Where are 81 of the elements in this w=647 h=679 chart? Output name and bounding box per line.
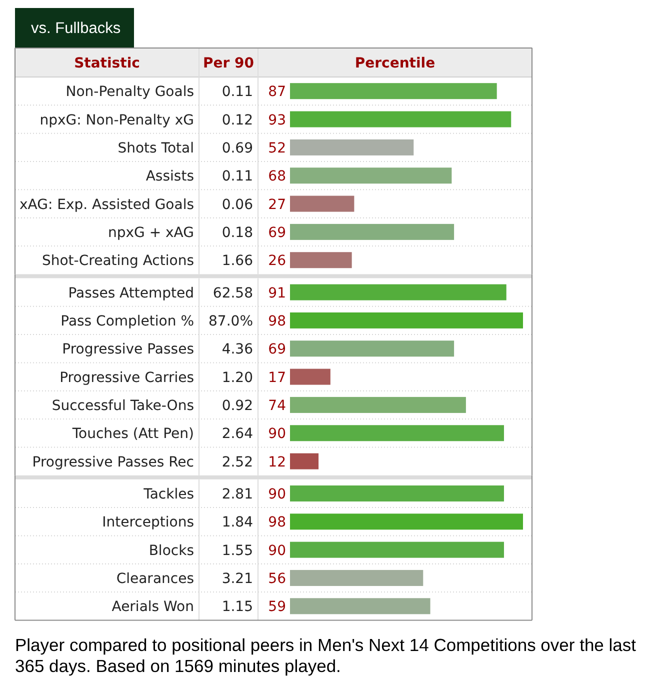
data-label: 90 xyxy=(268,542,286,559)
y2-tick-label: 1.66 xyxy=(222,253,254,270)
bar xyxy=(290,542,504,558)
y-tick-label: Shot-Creating Actions xyxy=(42,253,194,270)
y2-tick-label: 0.18 xyxy=(222,224,253,241)
y-tick-label: npxG + xAG xyxy=(108,224,194,241)
y-tick-label: Non-Penalty Goals xyxy=(66,84,194,100)
y-tick-label: Pass Completion % xyxy=(60,313,194,330)
bar xyxy=(290,485,504,502)
data-label: 87 xyxy=(268,84,286,100)
y2-tick-label: 3.21 xyxy=(222,570,253,587)
y-tick-label: xAG: Exp. Assisted Goals xyxy=(19,196,194,213)
y-tick-label: Clearances xyxy=(116,570,194,587)
bar xyxy=(290,139,414,156)
data-label: 69 xyxy=(268,224,286,241)
y-axis-title: Statistic xyxy=(74,56,140,72)
y2-tick-label: 1.20 xyxy=(222,370,253,386)
bar xyxy=(290,312,523,328)
y-tick-label: Assists xyxy=(146,168,194,185)
data-label: 91 xyxy=(268,285,286,302)
text: vs. Fullbacks xyxy=(31,20,121,37)
y2-tick-label: 4.36 xyxy=(222,342,254,358)
y-tick-label: Progressive Passes Rec xyxy=(32,454,194,470)
y-tick-label: Touches (Att Pen) xyxy=(71,426,194,442)
y-tick-label: Blocks xyxy=(148,542,194,559)
y2-tick-label: 1.55 xyxy=(222,542,253,559)
y2-tick-label: 2.52 xyxy=(222,454,253,470)
data-label: 93 xyxy=(268,112,286,128)
bar xyxy=(290,396,466,413)
y2-tick-label: 0.11 xyxy=(222,84,253,100)
bar xyxy=(290,453,319,470)
data-label: 56 xyxy=(268,570,286,587)
y2-tick-label: 0.69 xyxy=(222,140,253,156)
y2-tick-label: 62.58 xyxy=(212,285,253,302)
data-label: 12 xyxy=(268,454,286,470)
y-tick-label: Passes Attempted xyxy=(68,285,194,302)
data-label: 17 xyxy=(268,370,286,386)
y-tick-label: Successful Take-Ons xyxy=(52,398,194,414)
bar xyxy=(290,598,430,614)
y-tick-label: Progressive Carries xyxy=(60,370,194,386)
y2-tick-label: 2.64 xyxy=(222,426,254,442)
y2-tick-label: 0.12 xyxy=(222,112,253,128)
y2-tick-label: 2.81 xyxy=(222,486,253,502)
bar xyxy=(290,196,354,212)
y2-tick-label: 0.06 xyxy=(222,196,254,213)
data-label: 90 xyxy=(268,486,286,502)
y-tick-label: Tackles xyxy=(142,486,194,502)
y-tick-label: Interceptions xyxy=(102,514,194,531)
data-label: 90 xyxy=(268,426,286,442)
y-tick-label: npxG: Non-Penalty xG xyxy=(40,112,194,128)
y2-tick-label: 0.92 xyxy=(222,398,253,414)
data-label: 98 xyxy=(268,514,286,531)
bar xyxy=(290,111,512,128)
data-label: 59 xyxy=(268,599,286,616)
y2-tick-label: 0.11 xyxy=(222,168,253,185)
bar xyxy=(290,425,504,442)
bar xyxy=(290,168,452,184)
y2-tick-label: 87.0% xyxy=(208,313,253,330)
data-label: 26 xyxy=(268,253,286,270)
bar xyxy=(290,368,330,385)
y-tick-label: Shots Total xyxy=(118,140,194,156)
bar xyxy=(290,570,424,586)
bar xyxy=(290,340,454,357)
y-tick-label: Aerials Won xyxy=(112,599,194,616)
bar xyxy=(290,514,523,530)
data-label: 69 xyxy=(268,342,286,358)
data-label: 68 xyxy=(268,168,286,185)
data-label: 52 xyxy=(268,140,286,156)
data-label: 74 xyxy=(268,398,286,414)
y2-tick-label: 1.84 xyxy=(222,514,254,531)
bar xyxy=(290,284,506,300)
bar xyxy=(290,224,454,240)
x-axis-title: Percentile xyxy=(354,56,436,72)
bar xyxy=(290,252,352,268)
data-label: 27 xyxy=(268,196,286,213)
text: Player compared to positional peers in Men's Next 14 Competitions over the last 365 days. Based on 1569 minutes played. xyxy=(15,635,636,676)
y2-axis-title: Per 90 xyxy=(202,56,254,72)
y2-tick-label: 1.15 xyxy=(222,599,253,616)
data-label: 98 xyxy=(268,313,286,330)
y-tick-label: Progressive Passes xyxy=(62,342,194,358)
bar xyxy=(290,83,497,100)
